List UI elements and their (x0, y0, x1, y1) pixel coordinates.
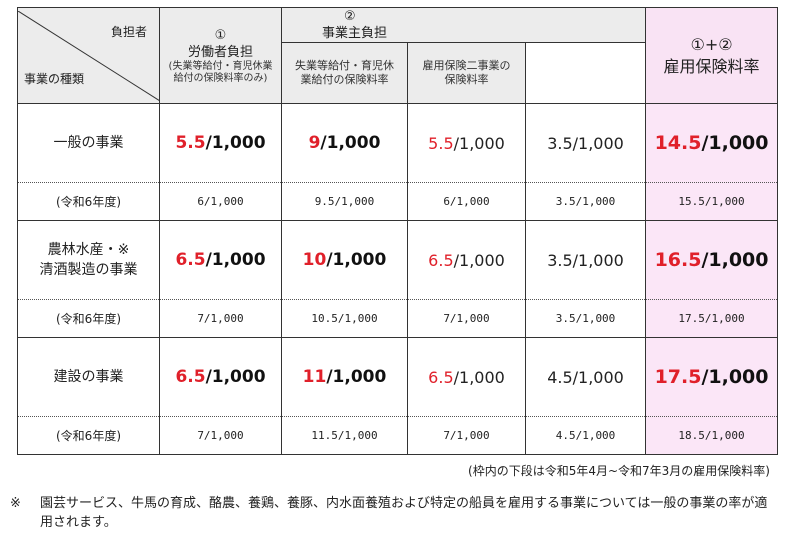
prev-employer-rate: 11.5/1,000 (281, 416, 408, 455)
prev-total-rate: 18.5/1,000 (645, 416, 779, 455)
asterisk-note: ※ 園芸サービス、牛馬の育成、酪農、養鶏、養豚、内水面養殖および特定の船員を雇用… (10, 494, 780, 532)
prev-employer-rate: 9.5/1,000 (281, 182, 408, 221)
total-rate: 16.5/1,000 (645, 220, 779, 300)
worker-rate: 5.5/1,000 (159, 103, 282, 183)
total-number: ①+② (690, 34, 733, 54)
table-row-previous: (令和6年度) 6/1,000 9.5/1,000 6/1,000 3.5/1,… (17, 182, 779, 221)
prev-employer-sub1-rate: 6/1,000 (407, 182, 526, 221)
corner-diagonal-line (18, 10, 160, 101)
employer-sub2-rate: 3.5/1,000 (524, 220, 647, 300)
employer-rate: 11/1,000 (281, 337, 408, 417)
employer-sub1-label: 失業等給付・育児休業給付の保険料率 (295, 59, 394, 86)
header-employer: ② 事業主負担 (280, 7, 647, 43)
prev-worker-rate: 6/1,000 (159, 182, 282, 221)
prev-total-rate: 17.5/1,000 (645, 299, 779, 338)
employer-sub2-rate: 3.5/1,000 (524, 103, 647, 183)
prev-employer-sub2-rate: 4.5/1,000 (524, 416, 647, 455)
table-row-previous: (令和6年度) 7/1,000 11.5/1,000 7/1,000 4.5/1… (17, 416, 779, 455)
header-employer-sub2: 雇用保険二事業の保険料率 (407, 42, 526, 104)
header-worker: ① 労働者負担 (失業等給付・育児休業給付の保険料率のみ) (159, 7, 282, 104)
prev-employer-sub2-rate: 3.5/1,000 (524, 299, 647, 338)
category-general: 一般の事業 (17, 103, 160, 183)
prev-employer-sub2-rate: 3.5/1,000 (524, 182, 647, 221)
insurance-rate-table: 負担者 事業の種類 ① 労働者負担 (失業等給付・育児休業給付の保険料率のみ) … (17, 7, 779, 455)
worker-note: (失業等給付・育児休業給付の保険料率のみ) (168, 60, 273, 84)
previous-year-label: (令和6年度) (17, 416, 160, 455)
previous-year-label: (令和6年度) (17, 299, 160, 338)
worker-rate: 6.5/1,000 (159, 220, 282, 300)
employer-sub2-label: 雇用保険二事業の保険料率 (422, 59, 511, 86)
prev-employer-sub1-rate: 7/1,000 (407, 416, 526, 455)
prev-employer-sub1-rate: 7/1,000 (407, 299, 526, 338)
header-total: ①+② 雇用保険料率 (645, 7, 779, 104)
employer-sub1-rate: 6.5/1,000 (407, 337, 526, 417)
employer-rate: 10/1,000 (281, 220, 408, 300)
rate-table-container: 負担者 事業の種類 ① 労働者負担 (失業等給付・育児休業給付の保険料率のみ) … (17, 7, 779, 455)
lower-row-note: (枠内の下段は令和5年4月~令和7年3月の雇用保険料率) (468, 464, 770, 478)
previous-year-label: (令和6年度) (17, 182, 160, 221)
employer-sub1-rate: 5.5/1,000 (407, 103, 526, 183)
worker-title: 労働者負担 (187, 44, 253, 60)
employer-sub2-rate: 4.5/1,000 (524, 337, 647, 417)
corner-label-business-type: 事業の種類 (24, 71, 85, 86)
prev-worker-rate: 7/1,000 (159, 299, 282, 338)
employer-sub1-rate: 6.5/1,000 (407, 220, 526, 300)
corner-label-payer: 負担者 (110, 24, 147, 39)
category-line-2: 清酒製造の事業 (39, 262, 138, 278)
table-row: 建設の事業 6.5/1,000 11/1,000 6.5/1,000 4.5/1… (17, 337, 779, 417)
employer-rate: 9/1,000 (281, 103, 408, 183)
table-row: 一般の事業 5.5/1,000 9/1,000 5.5/1,000 3.5/1,… (17, 103, 779, 183)
asterisk-note-text: 園芸サービス、牛馬の育成、酪農、養鶏、養豚、内水面養殖および特定の船員を雇用する… (40, 496, 768, 530)
total-title: 雇用保険料率 (663, 56, 760, 76)
employer-number: ② (344, 9, 356, 24)
prev-employer-rate: 10.5/1,000 (281, 299, 408, 338)
table-row-previous: (令和6年度) 7/1,000 10.5/1,000 7/1,000 3.5/1… (17, 299, 779, 338)
asterisk-mark: ※ (10, 496, 21, 511)
total-rate: 14.5/1,000 (645, 103, 779, 183)
prev-total-rate: 15.5/1,000 (645, 182, 779, 221)
worker-rate: 6.5/1,000 (159, 337, 282, 417)
category-line-1: 農林水産・※ (47, 242, 130, 258)
header-corner-cell: 負担者 事業の種類 (17, 7, 160, 104)
category-construction: 建設の事業 (17, 337, 160, 417)
table-row: 農林水産・※ 清酒製造の事業 6.5/1,000 10/1,000 6.5/1,… (17, 220, 779, 300)
employer-title: 事業主負担 (322, 26, 388, 41)
worker-number: ① (214, 27, 227, 43)
header-employer-sub1: 失業等給付・育児休業給付の保険料率 (281, 42, 408, 104)
prev-worker-rate: 7/1,000 (159, 416, 282, 455)
category-agriculture-sake: 農林水産・※ 清酒製造の事業 (17, 220, 160, 300)
total-rate: 17.5/1,000 (645, 337, 779, 417)
